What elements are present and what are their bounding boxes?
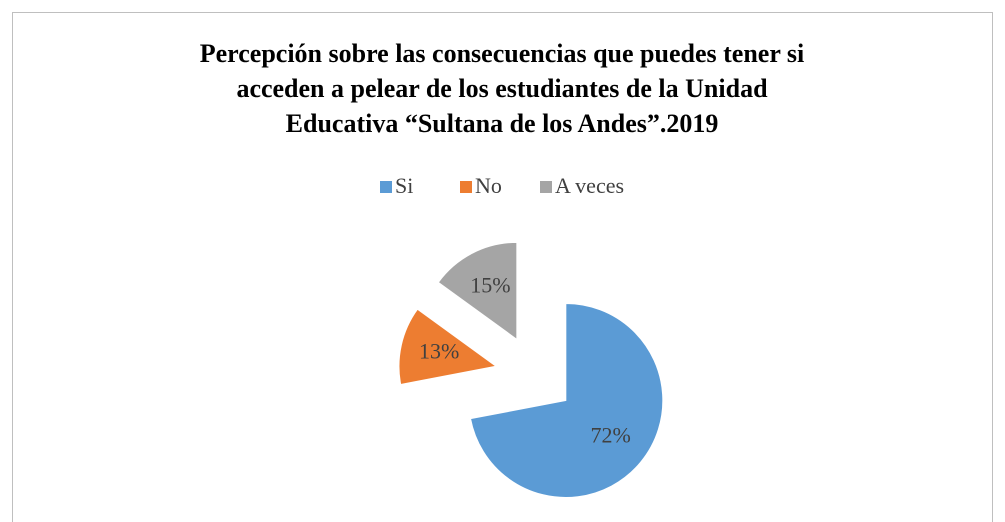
data-label: 13% [419, 339, 459, 364]
chart-title: acceden a pelear de los estudiantes de l… [236, 74, 768, 103]
legend-swatch [540, 181, 552, 193]
legend-label: No [475, 173, 502, 198]
pie-slice [398, 308, 498, 386]
legend-label: Si [395, 173, 413, 198]
pie-slice [469, 302, 664, 498]
data-label: 15% [470, 273, 510, 298]
chart-title: Percepción sobre las consecuencias que p… [200, 39, 804, 68]
pie-slice [437, 241, 518, 341]
data-label: 72% [591, 423, 631, 448]
legend-swatch [380, 181, 392, 193]
chart-title: Educativa “Sultana de los Andes”.2019 [286, 109, 719, 138]
legend-label: A veces [555, 173, 624, 198]
legend-swatch [460, 181, 472, 193]
